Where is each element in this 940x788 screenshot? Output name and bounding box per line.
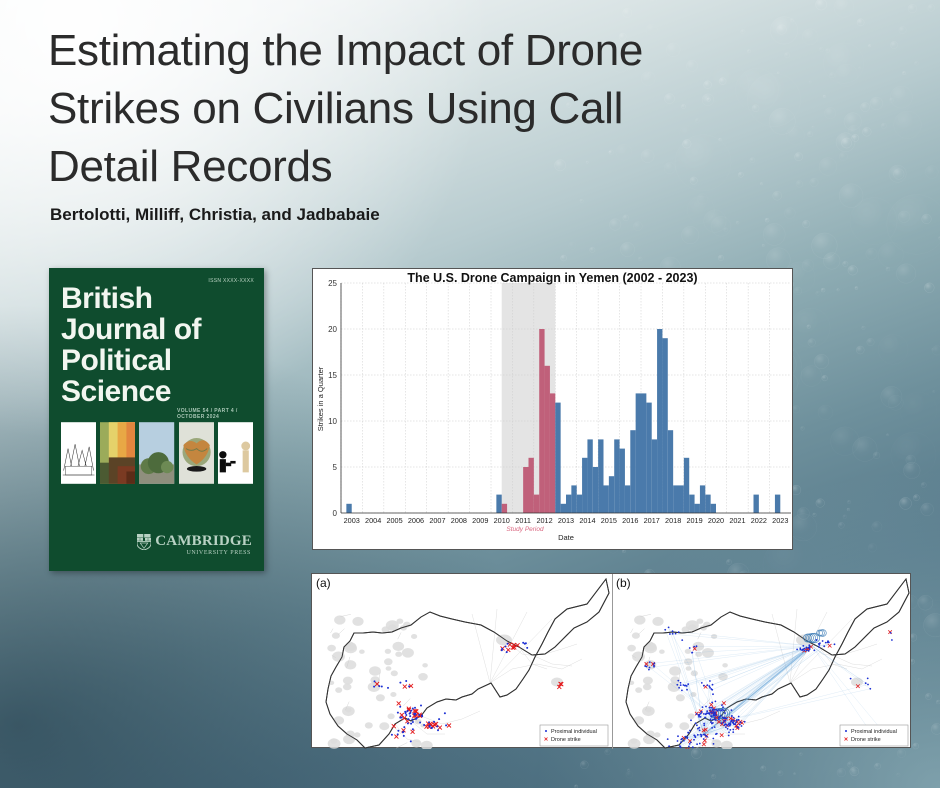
svg-text:2005: 2005 [386, 516, 402, 525]
svg-text:2015: 2015 [601, 516, 617, 525]
svg-text:2007: 2007 [429, 516, 445, 525]
svg-text:20: 20 [328, 325, 337, 334]
svg-text:2008: 2008 [451, 516, 467, 525]
svg-text:Drone strike: Drone strike [551, 737, 581, 743]
svg-text:2006: 2006 [408, 516, 424, 525]
svg-text:2014: 2014 [579, 516, 595, 525]
svg-text:5: 5 [333, 463, 338, 472]
svg-text:2013: 2013 [558, 516, 574, 525]
svg-text:2010: 2010 [494, 516, 510, 525]
svg-text:Proximal individual: Proximal individual [551, 729, 597, 735]
svg-text:Proximal individual: Proximal individual [851, 729, 897, 735]
svg-text:2022: 2022 [751, 516, 767, 525]
svg-text:Strikes in a Quarter: Strikes in a Quarter [316, 366, 325, 431]
svg-text:2018: 2018 [665, 516, 681, 525]
svg-text:Date: Date [558, 533, 574, 542]
svg-text:2021: 2021 [729, 516, 745, 525]
svg-text:2009: 2009 [472, 516, 488, 525]
svg-text:2020: 2020 [708, 516, 724, 525]
svg-text:0: 0 [333, 509, 338, 518]
svg-text:2019: 2019 [686, 516, 702, 525]
svg-text:2003: 2003 [344, 516, 360, 525]
svg-text:2023: 2023 [772, 516, 788, 525]
svg-text:2012: 2012 [536, 516, 552, 525]
svg-text:Drone strike: Drone strike [851, 737, 881, 743]
svg-text:Study Period: Study Period [506, 526, 544, 533]
svg-text:2016: 2016 [622, 516, 638, 525]
svg-text:10: 10 [328, 417, 337, 426]
svg-text:2004: 2004 [365, 516, 381, 525]
svg-text:2011: 2011 [515, 516, 531, 525]
svg-text:2017: 2017 [644, 516, 660, 525]
svg-text:15: 15 [328, 371, 337, 380]
